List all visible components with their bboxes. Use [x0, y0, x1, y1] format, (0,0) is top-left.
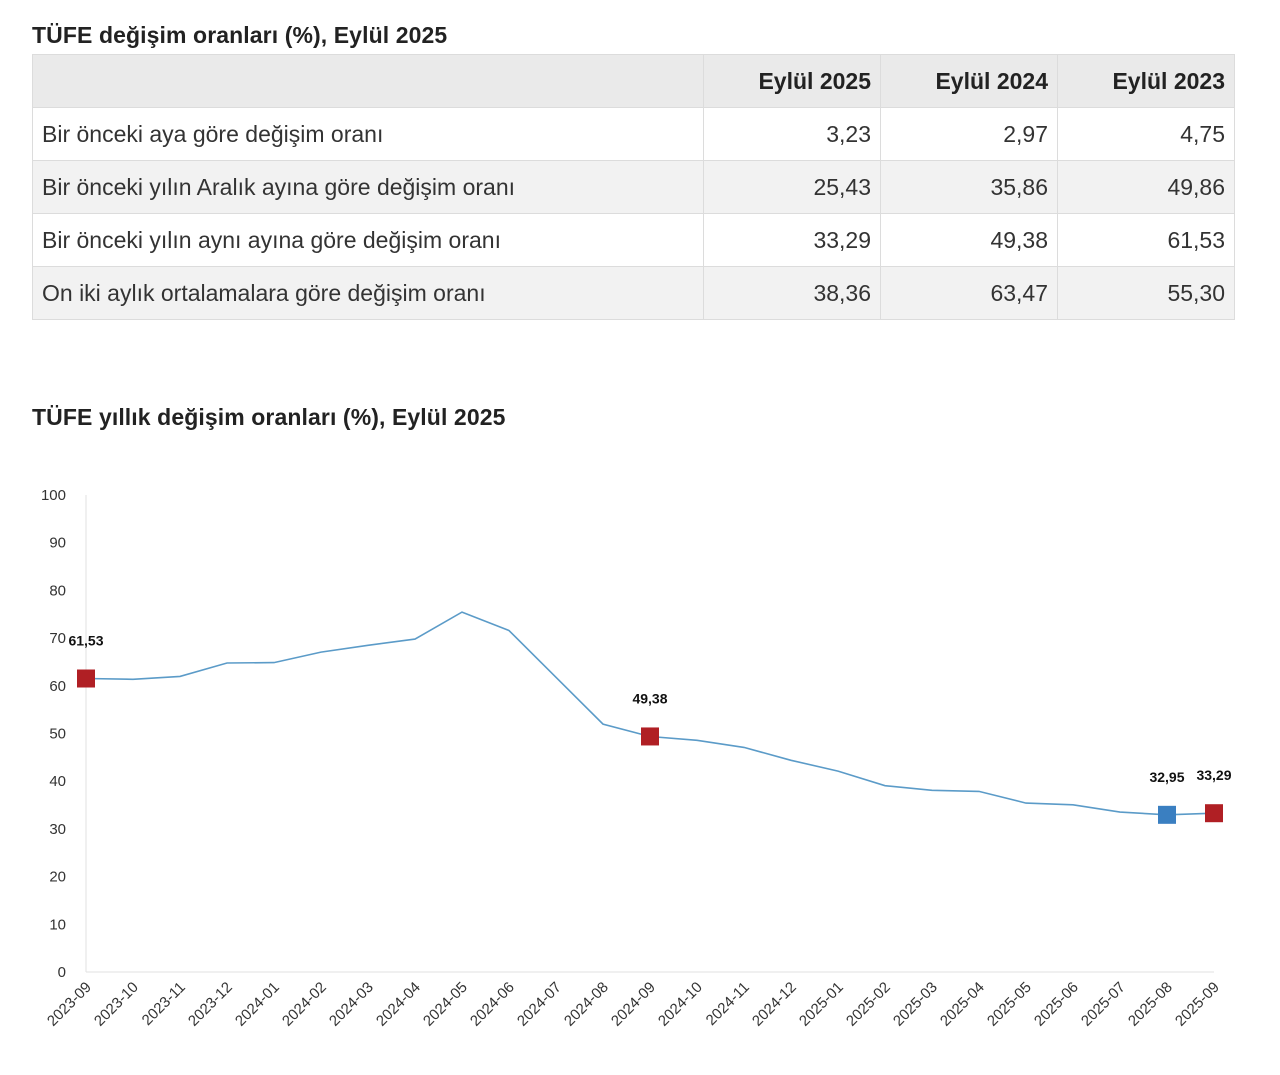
chart-title: TÜFE yıllık değişim oranları (%), Eylül …: [32, 404, 506, 430]
x-tick-label: 2024-06: [467, 979, 518, 1030]
table-cell: 38,36: [703, 266, 881, 320]
row-label: Bir önceki aya göre değişim oranı: [32, 107, 704, 161]
x-tick-label: 2024-01: [232, 979, 283, 1030]
x-tick-label: 2024-08: [561, 979, 612, 1030]
data-point-marker: [1158, 805, 1176, 824]
table-cell: 49,38: [880, 213, 1058, 267]
table-title: TÜFE değişim oranları (%), Eylül 2025: [32, 22, 448, 48]
y-tick-label: 90: [49, 535, 66, 552]
x-tick-label: 2023-09: [44, 979, 95, 1030]
table-cell: 33,29: [703, 213, 881, 267]
row-label: Bir önceki yılın aynı ayına göre değişim…: [32, 213, 704, 267]
table-row: Bir önceki aya göre değişim oranı 3,23 2…: [32, 107, 1235, 161]
y-tick-label: 80: [49, 582, 66, 599]
x-tick-label: 2024-09: [608, 979, 659, 1030]
data-point-marker: [1205, 804, 1223, 823]
table-row: Bir önceki yılın Aralık ayına göre değiş…: [32, 160, 1235, 214]
x-tick-label: 2025-06: [1031, 979, 1082, 1030]
table-cell: 25,43: [703, 160, 881, 214]
x-tick-label: 2025-04: [937, 979, 988, 1030]
x-tick-label: 2025-08: [1125, 979, 1176, 1030]
table-header-cell: [32, 54, 704, 108]
y-tick-label: 70: [49, 630, 66, 647]
table-cell: 4,75: [1057, 107, 1235, 161]
table-header-cell: Eylül 2025: [703, 54, 881, 108]
x-tick-label: 2025-05: [984, 979, 1035, 1030]
x-tick-label: 2024-05: [420, 979, 471, 1030]
x-tick-label: 2025-02: [843, 979, 894, 1030]
cpi-change-table: Eylül 2025 Eylül 2024 Eylül 2023 Bir önc…: [32, 54, 1235, 320]
y-tick-label: 100: [41, 487, 66, 504]
x-tick-label: 2024-04: [373, 979, 424, 1030]
row-label: On iki aylık ortalamalara göre değişim o…: [32, 266, 704, 320]
y-tick-label: 20: [49, 869, 66, 886]
table-row: Bir önceki yılın aynı ayına göre değişim…: [32, 213, 1235, 267]
x-tick-label: 2024-10: [655, 979, 706, 1030]
data-label: 61,53: [68, 633, 103, 649]
data-point-marker: [77, 669, 95, 688]
y-tick-label: 60: [49, 678, 66, 695]
data-label: 33,29: [1196, 767, 1231, 783]
x-tick-label: 2023-10: [91, 979, 142, 1030]
annual-cpi-line-chart: 01020304050607080901002023-092023-102023…: [41, 487, 1232, 1030]
x-tick-label: 2024-03: [326, 979, 377, 1030]
y-tick-label: 50: [49, 726, 66, 743]
table-cell: 3,23: [703, 107, 881, 161]
data-label: 32,95: [1149, 769, 1184, 785]
table-cell: 63,47: [880, 266, 1058, 320]
table-cell: 2,97: [880, 107, 1058, 161]
table-row: On iki aylık ortalamalara göre değişim o…: [32, 266, 1235, 320]
x-tick-label: 2023-11: [139, 979, 189, 1029]
y-tick-label: 10: [49, 916, 66, 933]
y-tick-label: 40: [49, 773, 66, 790]
y-tick-label: 0: [58, 964, 66, 981]
x-tick-label: 2024-02: [279, 979, 330, 1030]
table-cell: 61,53: [1057, 213, 1235, 267]
data-point-marker: [641, 727, 659, 746]
x-tick-label: 2024-12: [749, 979, 800, 1030]
x-tick-label: 2024-11: [703, 979, 753, 1029]
data-label: 49,38: [632, 690, 667, 706]
table-header-cell: Eylül 2023: [1057, 54, 1235, 108]
x-tick-label: 2025-01: [796, 979, 847, 1030]
table-cell: 55,30: [1057, 266, 1235, 320]
series-line: [85, 611, 1215, 816]
y-tick-label: 30: [49, 821, 66, 838]
x-tick-label: 2025-03: [890, 979, 941, 1030]
x-tick-label: 2023-12: [185, 979, 236, 1030]
x-tick-label: 2025-07: [1078, 979, 1129, 1030]
row-label: Bir önceki yılın Aralık ayına göre değiş…: [32, 160, 704, 214]
table-cell: 35,86: [880, 160, 1058, 214]
table-cell: 49,86: [1057, 160, 1235, 214]
x-tick-label: 2024-07: [514, 979, 565, 1030]
table-header-row: Eylül 2025 Eylül 2024 Eylül 2023: [32, 54, 1235, 108]
x-tick-label: 2025-09: [1172, 979, 1223, 1030]
table-header-cell: Eylül 2024: [880, 54, 1058, 108]
